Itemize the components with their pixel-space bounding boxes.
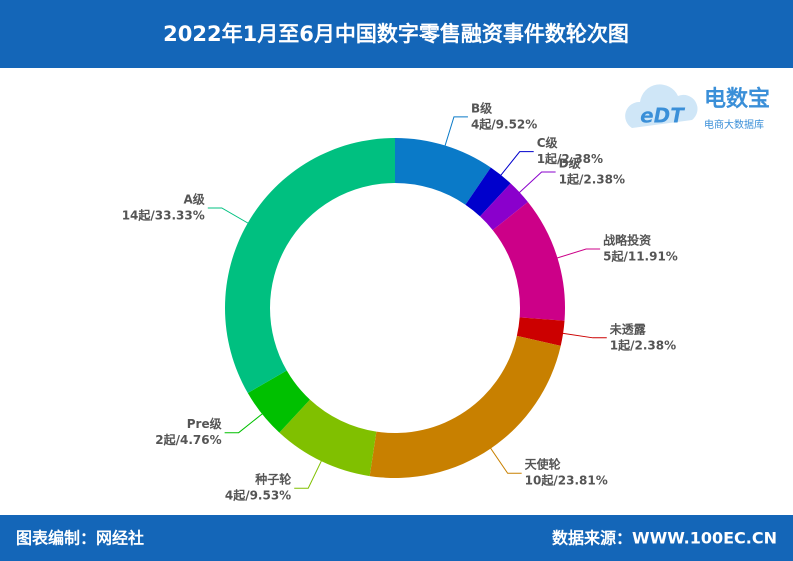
chart-title: 2022年1月至6月中国数字零售融资事件数轮次图 [163, 22, 629, 46]
logo: eDT 电数宝 电商大数据库 [625, 84, 770, 131]
donut-segment [224, 138, 395, 393]
segment-label: D级 [559, 155, 581, 170]
donut-segment [480, 183, 528, 231]
value-label: 1起/2.38% [537, 151, 603, 166]
value-label: 2起/4.76% [155, 432, 221, 447]
segment-label: 未透露 [609, 321, 647, 336]
value-label: 1起/2.38% [559, 171, 625, 186]
leader-line [515, 171, 556, 197]
donut-segment [516, 317, 565, 346]
value-label: 10起/23.81% [525, 473, 608, 488]
donut-segment [492, 202, 565, 321]
header-bar [0, 0, 793, 68]
leader-line [294, 456, 324, 489]
segment-label: A级 [183, 192, 204, 207]
value-label: 5起/11.91% [603, 249, 678, 264]
logo-mark: eDT [640, 104, 685, 128]
footer-bar [0, 515, 793, 561]
footer-right: 数据来源：WWW.100EC.CN [552, 529, 777, 548]
leader-line [224, 410, 267, 434]
donut-segment [465, 167, 511, 217]
leader-line [443, 116, 468, 151]
value-label: 4起/9.52% [471, 116, 537, 131]
segment-label: C级 [537, 135, 558, 150]
logo-cloud [625, 84, 698, 128]
segment-label: 战略投资 [603, 233, 651, 248]
donut-segment [395, 138, 491, 205]
donut-segment [247, 370, 310, 433]
logo-tagline: 电商大数据库 [704, 118, 764, 131]
segment-label: Pre级 [187, 416, 222, 431]
leader-line [487, 444, 522, 474]
value-label: 1起/2.38% [610, 337, 676, 352]
leader-line [207, 207, 253, 226]
leader-line [497, 151, 534, 180]
value-label: 4起/9.53% [225, 488, 291, 503]
segment-label: 天使轮 [525, 457, 562, 472]
leader-line [552, 248, 601, 260]
leader-line [558, 332, 607, 339]
segment-label: B级 [471, 100, 492, 115]
logo-name: 电数宝 [704, 86, 770, 112]
value-label: 14起/33.33% [122, 208, 205, 223]
footer-left: 图表编制：网经社 [16, 529, 144, 548]
segment-label: 种子轮 [254, 472, 292, 487]
donut-segment [369, 335, 561, 479]
donut-segment [279, 399, 377, 477]
